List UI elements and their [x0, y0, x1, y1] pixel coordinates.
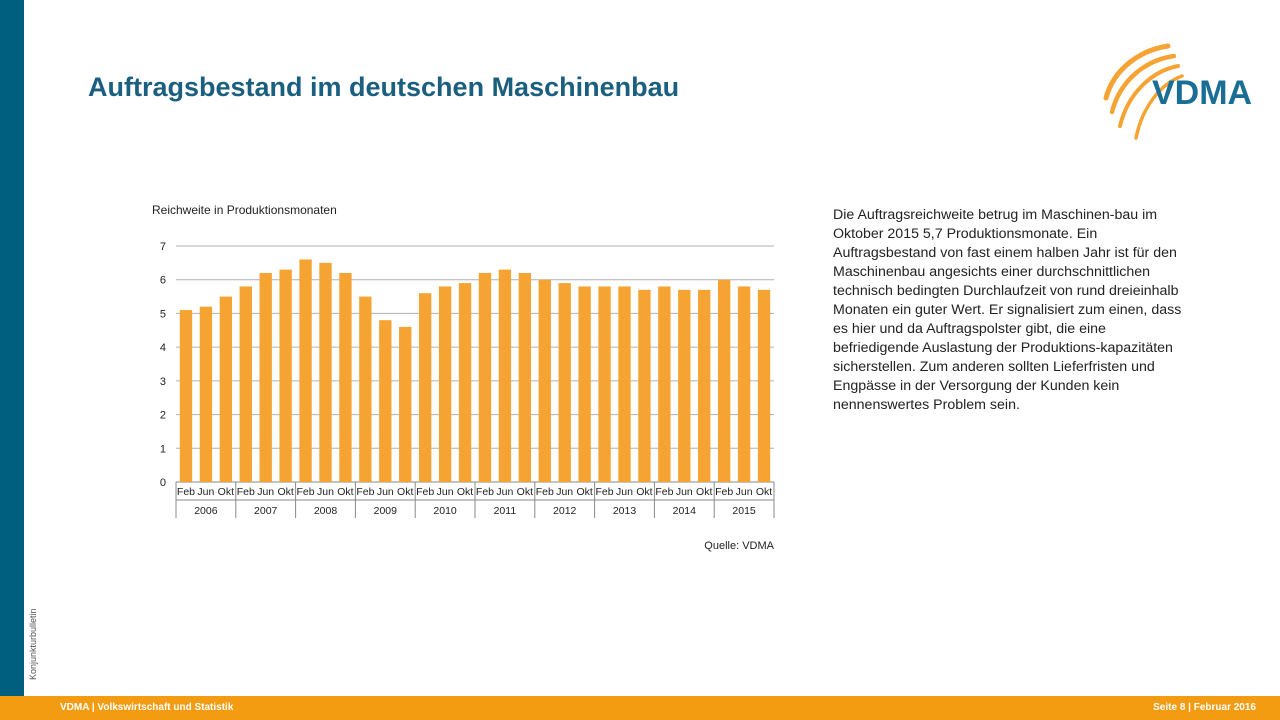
x-tick-label: Okt [397, 486, 413, 498]
bar [279, 269, 292, 482]
bar [737, 286, 751, 482]
chart-title: Reichweite in Produktionsmonaten [152, 203, 337, 217]
bar [299, 259, 312, 482]
x-tick-label: Feb [237, 486, 255, 498]
side-label: Konjunkturbulletin [28, 608, 38, 680]
footer-left: VDMA | Volkswirtschaft und Statistik [60, 702, 233, 713]
bar [638, 289, 651, 482]
vdma-logo: VDMA [1103, 43, 1252, 140]
x-tick-label: Jun [496, 486, 513, 498]
x-tick-label: Jun [377, 486, 394, 498]
bar [359, 296, 372, 482]
x-tick-label: Jun [616, 486, 633, 498]
x-tick-label: Okt [517, 486, 533, 498]
bar [558, 283, 571, 482]
bar [399, 326, 412, 482]
x-tick-label: Jun [676, 486, 693, 498]
bar [518, 272, 532, 482]
bar [179, 310, 193, 482]
x-tick-label: Jun [556, 486, 573, 498]
order-backlog-chart: Reichweite in Produktionsmonaten 0 1 2 3 4 5 6… [152, 203, 775, 552]
x-tick-label: Feb [536, 486, 554, 498]
year-label: 2010 [433, 505, 457, 517]
year-label: 2006 [194, 505, 218, 517]
bar [458, 283, 472, 482]
y-tick-label: 4 [160, 342, 166, 354]
x-tick-label: Jun [437, 486, 454, 498]
x-tick-label: Jun [197, 486, 214, 498]
bar [438, 286, 452, 482]
bar [658, 286, 671, 482]
year-label: 2009 [374, 505, 398, 517]
bar [578, 286, 591, 482]
x-tick-label: Okt [576, 486, 592, 498]
x-tick-label: Okt [636, 486, 652, 498]
x-tick-label: Okt [337, 486, 353, 498]
bar [478, 272, 492, 482]
bar [219, 296, 233, 482]
y-tick-label: 6 [160, 275, 166, 287]
bar [598, 286, 611, 482]
side-accent-bar [0, 0, 24, 696]
year-label: 2015 [732, 505, 756, 517]
x-tick-label: Okt [277, 486, 293, 498]
footer-page-info: Seite 8 | Februar 2016 [1153, 702, 1256, 713]
bar [379, 320, 392, 482]
bar [757, 289, 771, 482]
bar [319, 262, 332, 482]
bar [239, 286, 252, 482]
description-text: Die Auftragsreichweite betrug im Maschin… [833, 207, 1182, 413]
footer-bar: VDMA | Volkswirtschaft und Statistik Sei… [0, 696, 1280, 720]
x-tick-label: Jun [736, 486, 753, 498]
bar [418, 293, 432, 482]
x-tick-label: Okt [218, 486, 234, 498]
bar [698, 289, 711, 482]
x-tick-label: Feb [476, 486, 494, 498]
chart-source: Quelle: VDMA [704, 540, 774, 552]
year-label: 2007 [254, 505, 278, 517]
page-title: Auftragsbestand im deutschen Maschinenba… [88, 72, 680, 102]
bar [259, 272, 272, 482]
year-label: 2013 [613, 505, 637, 517]
x-tick-label: Feb [297, 486, 315, 498]
year-label: 2014 [673, 505, 697, 517]
bar [618, 286, 631, 482]
year-label: 2008 [314, 505, 338, 517]
bar [339, 272, 352, 482]
x-tick-label: Okt [457, 486, 473, 498]
x-tick-label: Feb [596, 486, 614, 498]
x-tick-label: Feb [416, 486, 434, 498]
vdma-logo-text: VDMA [1152, 74, 1252, 112]
bar [717, 279, 731, 482]
x-tick-label: Feb [356, 486, 374, 498]
x-tick-label: Jun [317, 486, 334, 498]
footer-brand: VDMA [60, 702, 90, 713]
y-tick-label: 5 [160, 308, 166, 320]
bar [498, 269, 512, 482]
year-label: 2011 [494, 505, 517, 517]
y-tick-label: 1 [160, 443, 166, 455]
y-tick-label: 0 [160, 477, 166, 489]
y-tick-label: 2 [160, 410, 166, 422]
x-tick-label: Feb [655, 486, 673, 498]
y-tick-label: 7 [160, 241, 166, 253]
bar [678, 289, 691, 482]
x-tick-label: Feb [715, 486, 733, 498]
year-label: 2012 [553, 505, 577, 517]
x-tick-label: Okt [756, 486, 772, 498]
y-tick-label: 3 [160, 376, 166, 388]
bar [538, 279, 551, 482]
bar [199, 306, 213, 482]
footer-section: | Volkswirtschaft und Statistik [91, 702, 234, 713]
x-tick-label: Jun [257, 486, 274, 498]
x-tick-label: Feb [177, 486, 195, 498]
x-tick-label: Okt [696, 486, 712, 498]
